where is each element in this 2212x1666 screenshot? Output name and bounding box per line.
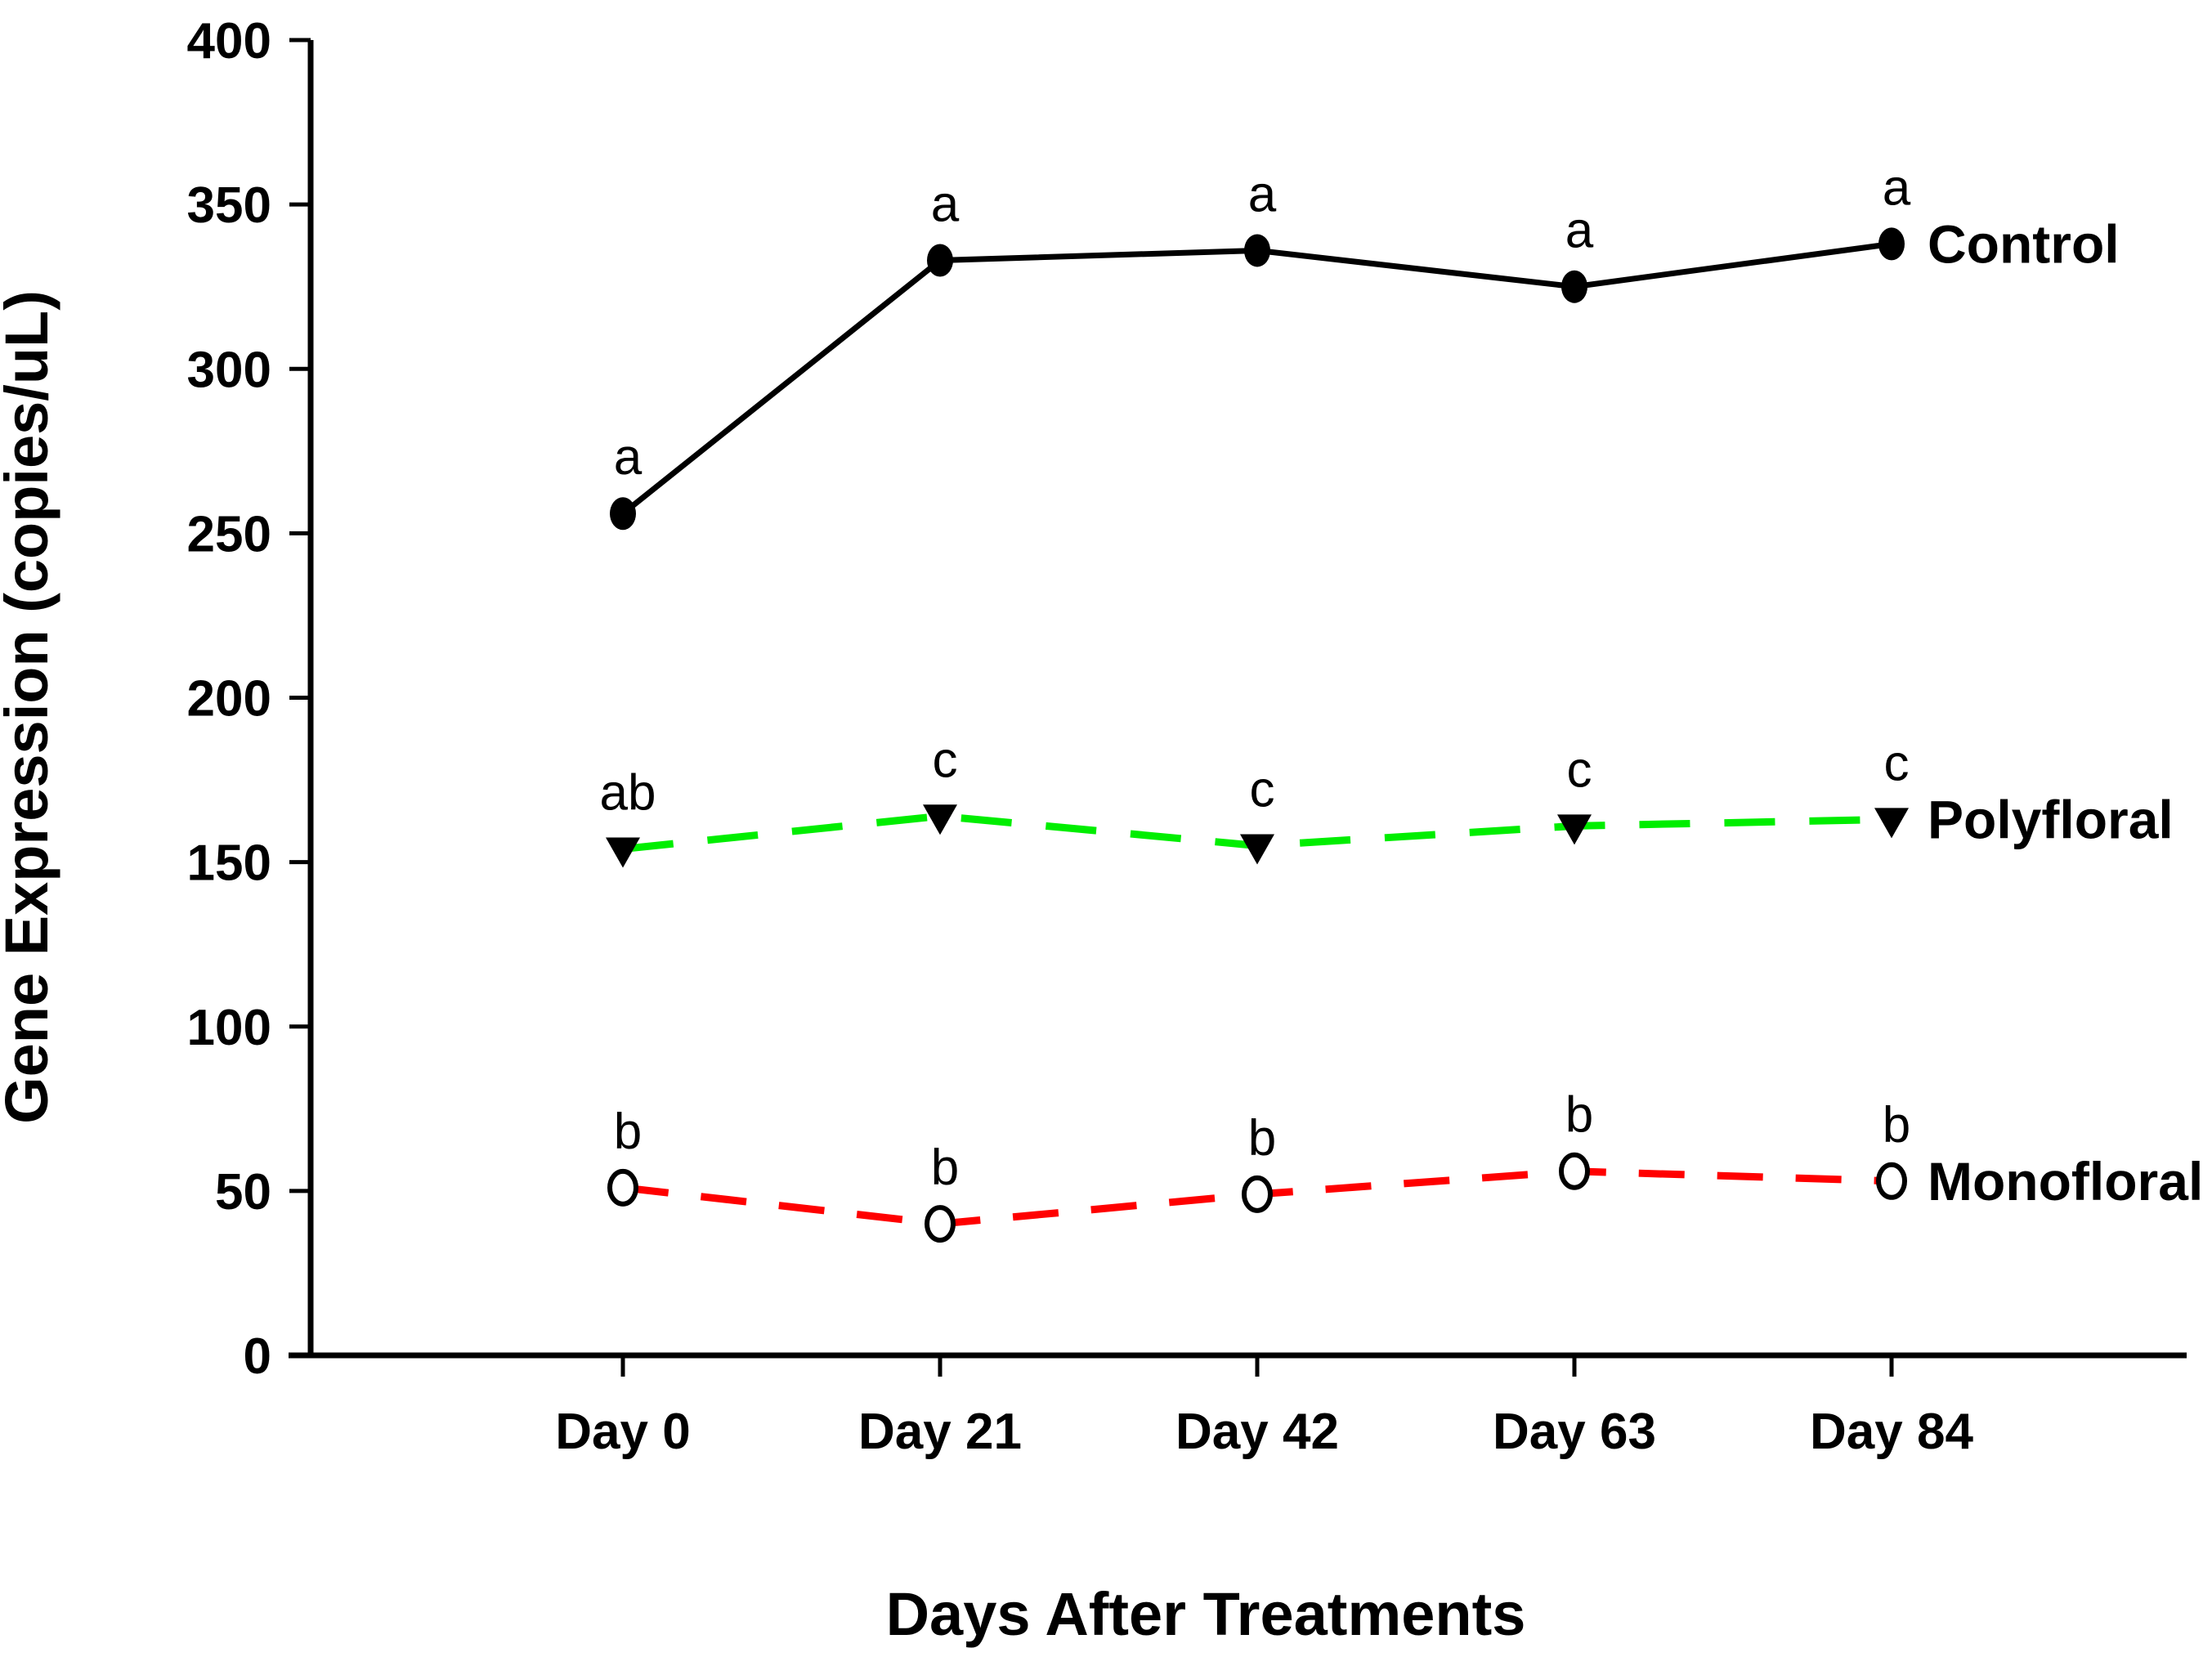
y-axis-title: Gene Expression (copies/uL) (0, 290, 60, 1124)
sig-letter: c (1567, 741, 1592, 798)
y-tick-label: 400 (187, 13, 271, 69)
sig-letter: a (614, 429, 643, 486)
series-label-monofloral: Monofloral (1928, 1151, 2203, 1211)
sig-letter: b (1565, 1087, 1593, 1144)
sig-letter: a (1248, 166, 1277, 222)
y-tick-label: 50 (215, 1164, 271, 1220)
y-tick-label: 300 (187, 342, 271, 398)
x-tick-label: Day 63 (1493, 1404, 1656, 1460)
y-tick-label: 150 (187, 835, 271, 892)
sig-letter: c (1250, 762, 1275, 818)
sig-letter: b (614, 1104, 642, 1160)
sig-letter: a (1883, 159, 1911, 216)
monofloral-marker (607, 1168, 638, 1207)
control-marker (610, 497, 636, 531)
x-tick-label: Day 42 (1175, 1404, 1339, 1460)
polyfloral-marker (1557, 814, 1592, 845)
series-label-control: Control (1928, 213, 2120, 274)
x-axis-title: Days After Treatments (886, 1580, 1526, 1648)
control-marker (927, 244, 953, 277)
control-marker (1561, 270, 1587, 303)
monofloral-marker (1876, 1162, 1907, 1200)
monofloral-marker (925, 1205, 956, 1243)
y-tick-label: 350 (187, 177, 271, 234)
y-tick-label: 0 (244, 1328, 271, 1385)
y-tick-label: 250 (187, 506, 271, 562)
sig-letter: a (931, 177, 960, 233)
sig-letter: b (1248, 1110, 1276, 1167)
sig-letter: b (931, 1140, 959, 1196)
control-line (620, 240, 1892, 516)
y-tick-label: 200 (187, 671, 271, 728)
control-marker (1244, 234, 1270, 267)
polyfloral-marker (606, 837, 640, 868)
polyfloral-marker (923, 804, 957, 835)
control-marker (1878, 227, 1905, 261)
monofloral-marker (1559, 1152, 1590, 1190)
sig-letter: b (1883, 1097, 1910, 1153)
series-label-polyfloral: Polyfloral (1928, 789, 2174, 849)
y-tick-label: 100 (187, 1000, 271, 1056)
polyfloral-marker (1240, 834, 1274, 865)
x-tick-label: Day 21 (858, 1404, 1022, 1460)
sig-letter: ab (600, 765, 656, 822)
sig-letter: a (1565, 203, 1594, 259)
x-tick-label: Day 0 (555, 1404, 690, 1460)
sig-letter: c (1884, 735, 1910, 791)
polyfloral-marker (1874, 808, 1909, 839)
sig-letter: c (933, 732, 958, 788)
x-tick-label: Day 84 (1810, 1404, 1973, 1460)
monofloral-marker (1242, 1175, 1273, 1213)
